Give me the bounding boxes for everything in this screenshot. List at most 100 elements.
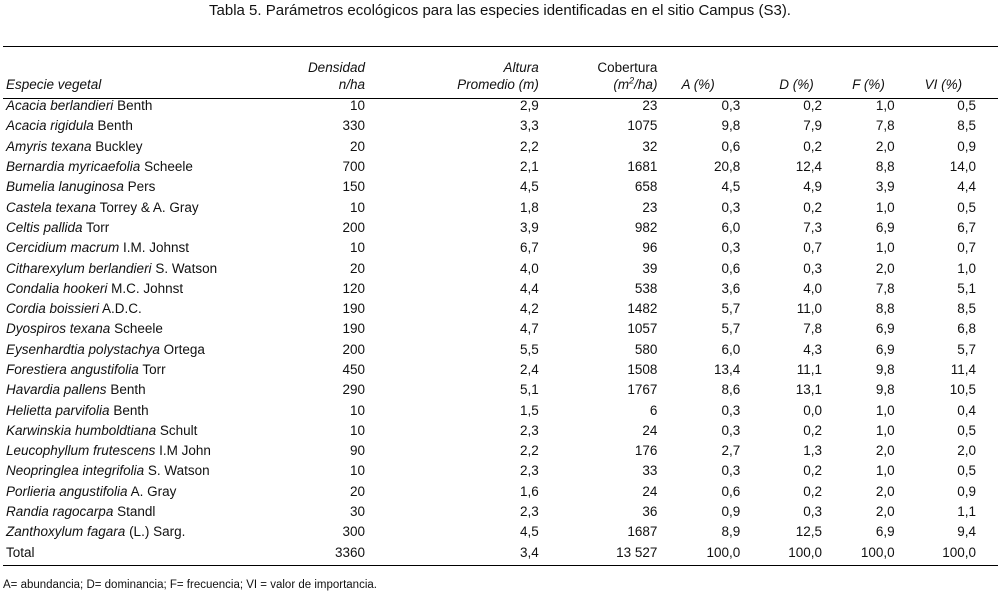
table-row: Acacia rigidula Benth 330 3,3 1075 9,8 7,9 7,8…: [3, 116, 998, 136]
dominance-cell: 0,3: [803, 260, 823, 276]
table-row: Forestiera angustifolia Torr 450 2,4 1508 13…: [3, 360, 998, 380]
header-dominance: D (%): [779, 77, 814, 92]
cover-cell: 6: [649, 402, 658, 418]
abundance-cell: 9,8: [721, 118, 741, 134]
dominance-cell: 7,9: [803, 118, 823, 134]
cover-cell: 658: [634, 179, 658, 195]
species-author: I.M. Johnst: [119, 240, 190, 256]
total-importance-cell: 100,0: [942, 544, 976, 560]
species-cell: Celtis pallida Torr: [3, 218, 302, 238]
table-row: Castela texana Torrey & A. Gray 10 1,8 23 0,…: [3, 197, 998, 217]
dominance-cell: 0,7: [803, 240, 823, 256]
abundance-cell: 5,7: [721, 301, 741, 317]
species-cell: Zanthoxylum fagara (L.) Sarg.: [3, 522, 302, 542]
species-binomial: Cercidium macrum: [6, 240, 120, 256]
height-cell: 6,7: [520, 240, 539, 256]
cover-cell: 1075: [627, 118, 658, 134]
species-author: Scheele: [110, 321, 163, 337]
importance-cell: 9,4: [957, 524, 976, 540]
abundance-cell: 0,9: [721, 504, 741, 520]
cover-cell: 538: [634, 280, 658, 296]
species-author: Torr: [138, 362, 166, 377]
bottom-rule: [3, 565, 998, 566]
species-binomial: Amyris texana: [6, 138, 92, 154]
abundance-cell: 0,3: [721, 422, 741, 438]
frequency-cell: 2,0: [875, 260, 895, 276]
species-binomial: Bumelia lanuginosa: [6, 179, 124, 195]
abundance-cell: 8,6: [721, 382, 741, 398]
species-cell: Karwinskia humboldtiana Schult: [3, 421, 302, 441]
top-rule: [3, 46, 998, 47]
table-row: Celtis pallida Torr 200 3,9 982 6,0 7,3 6,9 6,7: [3, 218, 998, 238]
dominance-cell: 0,2: [803, 483, 823, 499]
cover-cell: 33: [642, 463, 658, 479]
ecological-parameters-table: Especie vegetal Densidad n/ha Altura Prome…: [3, 59, 998, 563]
total-height-cell: 3,4: [520, 544, 539, 560]
frequency-cell: 6,9: [875, 321, 895, 337]
species-author: Benth: [109, 402, 149, 418]
cover-cell: 23: [642, 98, 658, 114]
density-cell: 90: [349, 443, 365, 459]
header-species: Especie vegetal: [6, 77, 102, 92]
importance-cell: 0,5: [957, 422, 976, 438]
dominance-cell: 4,0: [803, 280, 823, 296]
density-cell: 10: [349, 402, 365, 418]
species-cell: Amyris texana Buckley: [3, 137, 302, 157]
species-author: Scheele: [140, 159, 193, 175]
frequency-cell: 2,0: [875, 443, 895, 459]
table-row: Condalia hookeri M.C. Johnst 120 4,4 538 3,6…: [3, 279, 998, 299]
cover-cell: 24: [642, 483, 658, 499]
density-cell: 10: [349, 422, 365, 438]
species-binomial: Eysenhardtia polystachya: [6, 341, 160, 357]
height-cell: 4,2: [520, 301, 539, 317]
density-cell: 10: [349, 240, 365, 256]
table-row: Bumelia lanuginosa Pers 150 4,5 658 4,5 4,9 3,…: [3, 177, 998, 197]
table-row: Helietta parvifolia Benth 10 1,5 6 0,3 0,0 1,0…: [3, 400, 998, 420]
species-cell: Condalia hookeri M.C. Johnst: [3, 279, 302, 299]
cover-cell: 982: [634, 219, 658, 235]
header-cover: Cobertura (m2/ha): [597, 60, 658, 92]
abundance-cell: 0,3: [721, 463, 741, 479]
species-cell: Havardia pallens Benth: [3, 380, 302, 400]
density-cell: 10: [349, 98, 365, 114]
density-cell: 20: [349, 138, 365, 154]
table-row: Citharexylum berlandieri S. Watson 20 4,0 3…: [3, 258, 998, 278]
dominance-cell: 0,3: [803, 504, 823, 520]
total-density-cell: 3360: [334, 544, 365, 560]
table-row: Cercidium macrum I.M. Johnst 10 6,7 96 0,3 0,…: [3, 238, 998, 258]
frequency-cell: 7,8: [875, 118, 895, 134]
cover-cell: 1681: [627, 159, 658, 175]
height-cell: 1,8: [520, 199, 539, 215]
species-cell: Cercidium macrum I.M. Johnst: [3, 238, 302, 258]
frequency-cell: 2,0: [875, 504, 895, 520]
header-abundance: A (%): [681, 77, 715, 92]
species-cell: Acacia berlandieri Benth: [3, 96, 302, 116]
cover-cell: 96: [642, 240, 658, 256]
dominance-cell: 12,4: [795, 159, 823, 175]
species-cell: Cordia boissieri A.D.C.: [3, 299, 302, 319]
density-cell: 30: [349, 504, 365, 520]
cover-cell: 1687: [627, 524, 658, 540]
table-caption: Tabla 5. Parámetros ecológicos para las …: [209, 2, 791, 19]
importance-cell: 5,1: [957, 280, 976, 296]
frequency-cell: 9,8: [875, 362, 895, 377]
dominance-cell: 0,2: [803, 422, 823, 438]
abundance-cell: 20,8: [713, 159, 741, 175]
density-cell: 200: [342, 219, 365, 235]
species-author: S. Watson: [144, 463, 210, 479]
frequency-cell: 9,8: [875, 382, 895, 398]
height-cell: 4,5: [520, 179, 539, 195]
header-density: Densidad n/ha: [307, 60, 365, 92]
species-author: Pers: [123, 179, 156, 195]
species-author: A.D.C.: [99, 301, 142, 317]
height-cell: 2,2: [520, 138, 539, 154]
height-cell: 2,3: [520, 463, 539, 479]
height-cell: 2,4: [520, 362, 539, 377]
dominance-cell: 0,2: [803, 463, 823, 479]
importance-cell: 0,5: [957, 199, 976, 215]
header-row: Especie vegetal Densidad n/ha Altura Prome…: [3, 59, 998, 96]
abundance-cell: 0,3: [721, 98, 741, 114]
density-cell: 330: [342, 118, 365, 134]
height-cell: 4,7: [520, 321, 539, 337]
species-cell: Leucophyllum frutescens I.M John: [3, 441, 302, 461]
